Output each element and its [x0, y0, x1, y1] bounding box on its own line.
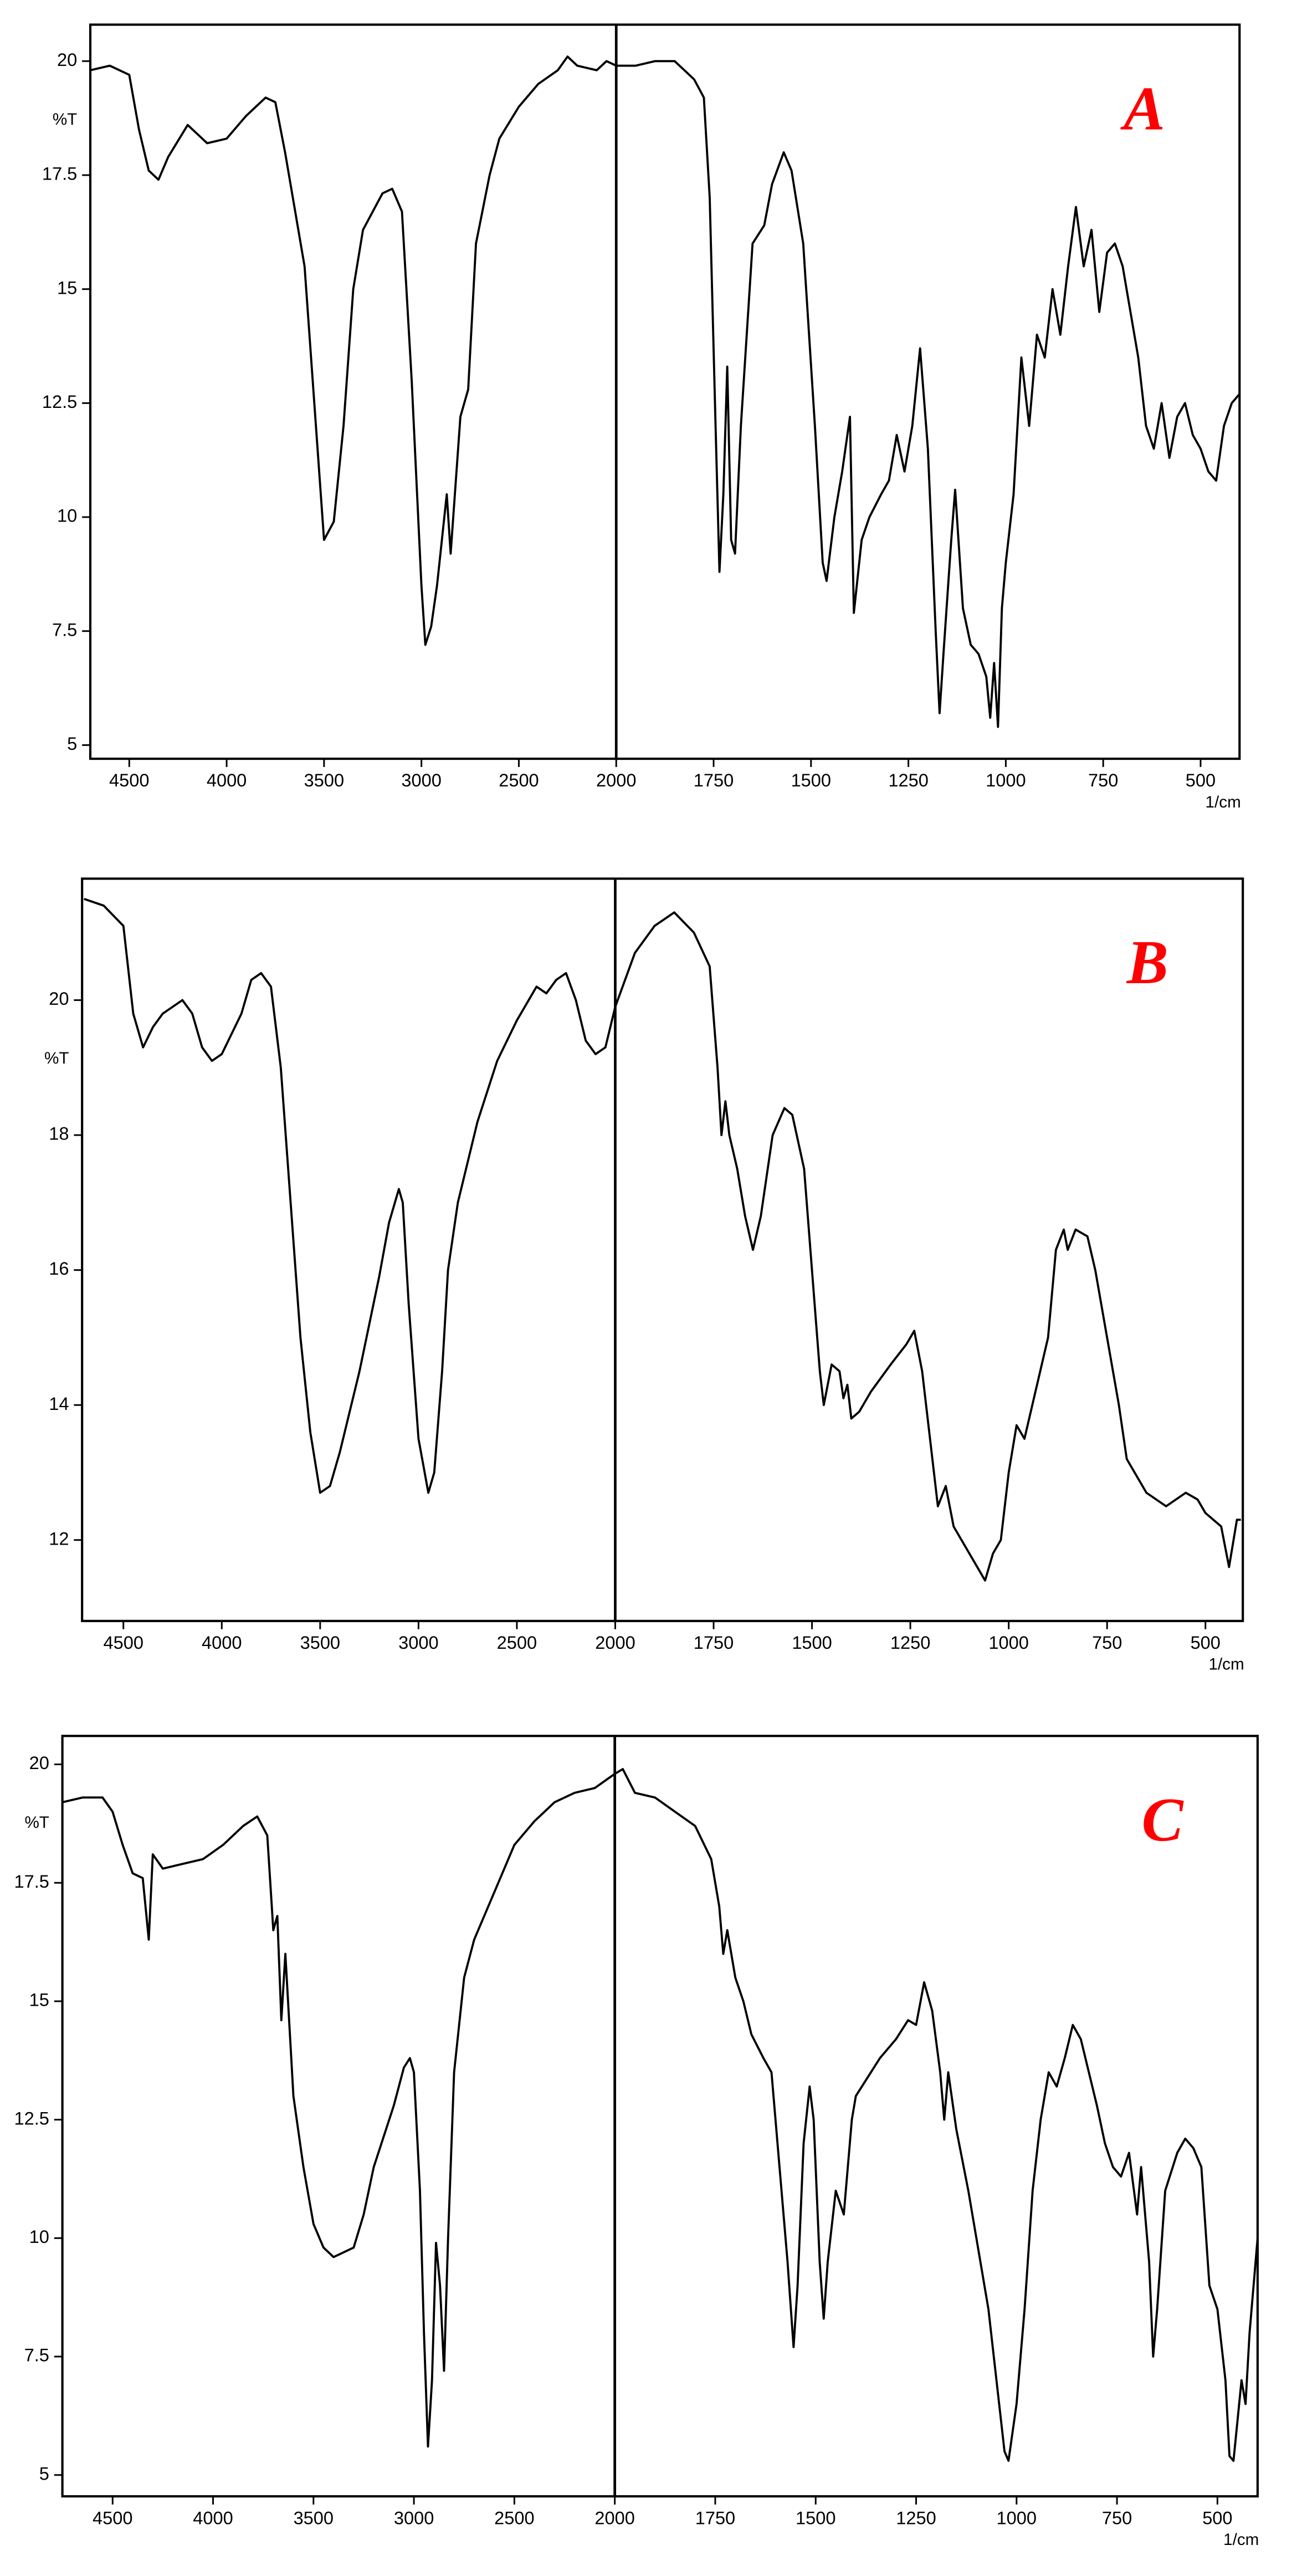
x-tick-label: 500: [1202, 2507, 1232, 2528]
x-axis-label: 1/cm: [1208, 1655, 1244, 1674]
x-tick-label: 750: [1092, 1632, 1122, 1653]
x-tick-label: 1000: [986, 770, 1026, 790]
y-tick-label: 17.5: [42, 163, 77, 184]
x-tick-label: 1750: [694, 770, 734, 790]
y-tick-label: 20: [29, 1752, 49, 1773]
panel-label: A: [1120, 74, 1165, 143]
spectrum-line: [84, 898, 1241, 1582]
spectrum-line: [90, 55, 1240, 728]
x-tick-label: 1750: [694, 1632, 734, 1653]
plot-frame: [61, 1735, 1259, 2498]
panel-label: B: [1126, 928, 1168, 997]
x-tick-label: 4000: [193, 2507, 233, 2528]
y-tick-label: 7.5: [52, 619, 77, 640]
x-tick-label: 3000: [401, 770, 441, 790]
x-tick-label: 4500: [93, 2507, 132, 2528]
x-tick-label: 3500: [304, 770, 344, 790]
x-tick-label: 2500: [499, 770, 539, 790]
x-axis-label: 1/cm: [1223, 2531, 1259, 2549]
y-tick-label: 7.5: [24, 2345, 49, 2365]
plot-frame: [89, 23, 1241, 760]
x-tick-label: 500: [1186, 770, 1216, 790]
y-tick-label: 17.5: [14, 1871, 49, 1892]
y-tick-label: 15: [29, 1990, 49, 2010]
y-tick-label: 12.5: [42, 391, 77, 412]
x-tick-label: 750: [1102, 2507, 1132, 2528]
plot-frame: [81, 877, 1244, 1622]
x-tick-label: 1000: [988, 1632, 1028, 1653]
x-tick-label: 4500: [103, 1632, 143, 1653]
y-tick-label: 15: [57, 277, 77, 298]
panel-label: C: [1141, 1786, 1184, 1854]
x-tick-label: 1750: [695, 2507, 735, 2528]
x-tick-label: 3500: [294, 2507, 334, 2528]
x-tick-label: 1250: [896, 2507, 936, 2528]
y-tick-label: 20: [57, 49, 77, 70]
y-tick-label: 20: [49, 988, 69, 1009]
x-tick-label: 1250: [888, 770, 928, 790]
x-tick-label: 2000: [596, 770, 636, 790]
x-tick-label: 1500: [792, 1632, 832, 1653]
x-tick-label: 1500: [796, 2507, 835, 2528]
y-axis-label: %T: [53, 110, 77, 129]
y-tick-label: 18: [49, 1123, 69, 1144]
x-tick-label: 4000: [202, 1632, 242, 1653]
y-tick-label: 10: [57, 505, 77, 526]
x-tick-label: 2500: [494, 2507, 534, 2528]
y-axis-label: %T: [44, 1049, 69, 1067]
x-axis-label: 1/cm: [1206, 793, 1241, 811]
y-tick-label: 10: [29, 2226, 49, 2247]
x-tick-label: 1000: [997, 2507, 1037, 2528]
x-tick-label: 3000: [398, 1632, 438, 1653]
x-tick-label: 500: [1191, 1632, 1221, 1653]
x-tick-label: 2500: [497, 1632, 537, 1653]
x-tick-label: 1500: [791, 770, 831, 790]
y-tick-label: 5: [67, 733, 77, 754]
y-tick-label: 12.5: [14, 2108, 49, 2128]
y-tick-label: 16: [49, 1258, 69, 1279]
y-tick-label: 12: [49, 1528, 69, 1548]
x-tick-label: 4500: [109, 770, 149, 790]
x-tick-label: 2000: [594, 2507, 634, 2528]
x-tick-label: 750: [1088, 770, 1118, 790]
x-tick-label: 2000: [595, 1632, 635, 1653]
y-axis-label: %T: [24, 1813, 49, 1832]
y-tick-label: 5: [39, 2463, 49, 2483]
spectrum-line: [62, 1768, 1259, 2462]
x-tick-label: 1250: [890, 1632, 930, 1653]
x-tick-label: 4000: [207, 770, 247, 790]
y-tick-label: 14: [49, 1393, 69, 1414]
x-tick-label: 3000: [394, 2507, 434, 2528]
x-tick-label: 3500: [300, 1632, 340, 1653]
